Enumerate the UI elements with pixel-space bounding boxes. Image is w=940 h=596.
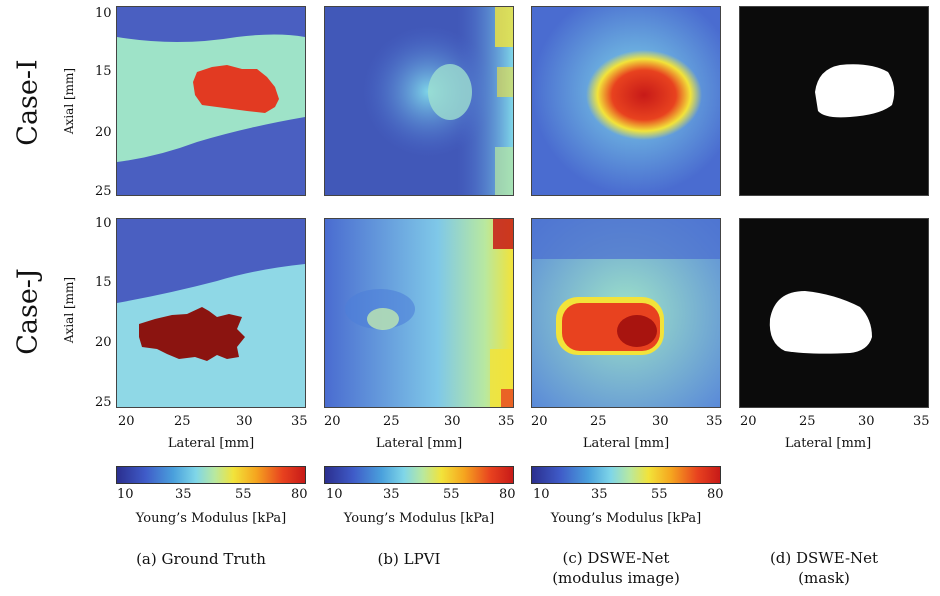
ground-truth-case-j-image xyxy=(117,219,305,407)
colorbar-tick: 10 xyxy=(533,487,550,502)
colorbar-label: Young’s Modulus [kPa] xyxy=(343,511,495,526)
y-tick: 25 xyxy=(95,395,112,410)
colorbar-tick: 10 xyxy=(326,487,343,502)
mask-case-i-image xyxy=(740,7,928,195)
y-axis-label-row2: Axial [mm] xyxy=(62,276,76,344)
caption-line: (b) LPVI xyxy=(377,550,441,568)
y-tick: 25 xyxy=(95,184,112,199)
colorbar-tick: 80 xyxy=(707,487,724,502)
x-tick: 25 xyxy=(174,414,191,429)
y-tick: 15 xyxy=(95,275,112,290)
panel-dswe-modulus-case-i xyxy=(531,6,721,196)
y-tick: 15 xyxy=(95,64,112,79)
colorbar-tick: 10 xyxy=(117,487,134,502)
caption-line: (a) Ground Truth xyxy=(136,550,266,568)
x-tick: 30 xyxy=(652,414,669,429)
caption-line: (d) DSWE-Net xyxy=(769,549,879,567)
x-tick: 35 xyxy=(498,414,515,429)
y-tick: 20 xyxy=(95,125,112,140)
x-axis-label: Lateral [mm] xyxy=(167,436,255,451)
lpvi-case-i-image xyxy=(325,7,513,195)
caption-ground-truth: (a) Ground Truth xyxy=(101,549,301,569)
colorbar xyxy=(324,466,514,484)
colorbar-label: Young’s Modulus [kPa] xyxy=(135,511,287,526)
caption-dswe-modulus: (c) DSWE-Net (modulus image) xyxy=(516,548,716,588)
x-tick: 25 xyxy=(590,414,607,429)
colorbar-tick: 35 xyxy=(175,487,192,502)
x-tick: 30 xyxy=(236,414,253,429)
colorbar-tick: 55 xyxy=(443,487,460,502)
colorbar-tick: 35 xyxy=(383,487,400,502)
row-label-case-j: Case-J xyxy=(12,268,44,355)
lpvi-case-j-image xyxy=(325,219,513,407)
caption-line: (c) DSWE-Net xyxy=(562,549,670,567)
panel-ground-truth-case-j xyxy=(116,218,306,408)
panel-ground-truth-case-i xyxy=(116,6,306,196)
x-axis-label: Lateral [mm] xyxy=(582,436,670,451)
y-tick: 10 xyxy=(95,6,112,21)
x-tick: 20 xyxy=(118,414,135,429)
x-tick: 30 xyxy=(444,414,461,429)
x-tick: 35 xyxy=(913,414,930,429)
x-axis-label: Lateral [mm] xyxy=(784,436,872,451)
colorbar-label: Young’s Modulus [kPa] xyxy=(550,511,702,526)
caption-line: (modulus image) xyxy=(552,569,680,587)
mask-case-j-image xyxy=(740,219,928,407)
x-tick: 35 xyxy=(706,414,723,429)
x-tick: 35 xyxy=(291,414,308,429)
dswe-modulus-case-i-image xyxy=(532,7,720,195)
row-label-case-i: Case-I xyxy=(12,59,44,146)
x-tick: 30 xyxy=(858,414,875,429)
colorbar-tick: 55 xyxy=(235,487,252,502)
x-tick: 25 xyxy=(383,414,400,429)
caption-lpvi: (b) LPVI xyxy=(309,549,509,569)
panel-lpvi-case-j xyxy=(324,218,514,408)
y-axis-label-row1: Axial [mm] xyxy=(62,67,76,135)
dswe-modulus-case-j-image xyxy=(532,219,720,407)
x-tick: 20 xyxy=(531,414,548,429)
x-tick: 20 xyxy=(740,414,757,429)
y-tick: 10 xyxy=(95,216,112,231)
colorbar-tick: 55 xyxy=(651,487,668,502)
x-tick: 25 xyxy=(799,414,816,429)
ground-truth-case-i-image xyxy=(117,7,305,195)
panel-mask-case-j xyxy=(739,218,929,408)
y-tick: 20 xyxy=(95,335,112,350)
colorbar-tick: 35 xyxy=(591,487,608,502)
x-tick: 20 xyxy=(324,414,341,429)
caption-dswe-mask: (d) DSWE-Net (mask) xyxy=(724,548,924,588)
colorbar xyxy=(531,466,721,484)
panel-mask-case-i xyxy=(739,6,929,196)
colorbar xyxy=(116,466,306,484)
caption-line: (mask) xyxy=(798,569,850,587)
panel-lpvi-case-i xyxy=(324,6,514,196)
colorbar-tick: 80 xyxy=(499,487,516,502)
panel-dswe-modulus-case-j xyxy=(531,218,721,408)
colorbar-tick: 80 xyxy=(291,487,308,502)
x-axis-label: Lateral [mm] xyxy=(375,436,463,451)
